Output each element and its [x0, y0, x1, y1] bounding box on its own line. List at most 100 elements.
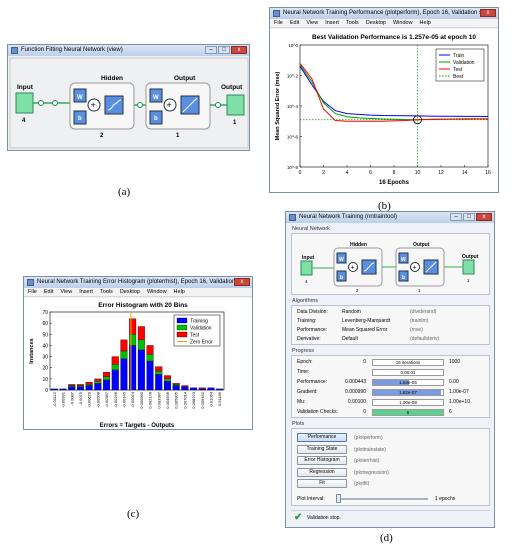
- progress-bar: 1.82e-07: [372, 389, 444, 396]
- x-tick-label: -0.00266: [113, 391, 118, 408]
- output-label: Output: [221, 84, 243, 91]
- plot-fit-button[interactable]: Fit: [297, 479, 347, 488]
- legend-label: Test: [190, 333, 200, 339]
- perf-menu-desktop[interactable]: Desktop: [365, 20, 386, 26]
- x-tick-label: 10: [415, 170, 421, 176]
- minimize-button[interactable]: –: [450, 213, 462, 221]
- progress-label: Validation Checks:: [297, 409, 339, 415]
- plot-regression-button[interactable]: Regression: [297, 467, 347, 477]
- bar-test: [155, 366, 163, 372]
- svg-text:Hidden: Hidden: [350, 242, 367, 248]
- progress-start: 0.00100: [347, 399, 366, 405]
- hist-titlebar: Neural Network Training Error Histogram …: [24, 277, 252, 288]
- bar-validation: [155, 370, 163, 375]
- x-tick-label: -0.00508: [95, 391, 100, 408]
- svg-text:+: +: [167, 100, 172, 110]
- svg-text:Output: Output: [462, 254, 479, 260]
- plot-function: (plotregression): [354, 469, 389, 476]
- output-layer-label: Output: [174, 75, 196, 82]
- y-tick-label: 30: [42, 355, 48, 361]
- progress-current: 1.00e-08: [399, 400, 417, 405]
- series-test-line: [299, 62, 488, 122]
- output-b-block: [149, 110, 163, 125]
- svg-text:b: b: [154, 116, 158, 122]
- perf-menu-help[interactable]: Help: [419, 20, 431, 26]
- plot-interval-slider[interactable]: [336, 498, 428, 500]
- bar-training: [129, 345, 137, 391]
- perf-menu-insert[interactable]: Insert: [325, 20, 339, 26]
- close-button[interactable]: x: [231, 46, 247, 54]
- train-title: Neural Network Training (nntraintool): [299, 214, 398, 220]
- x-tick-label: 0.01185: [217, 391, 222, 406]
- x-tick-label: 0.008223: [191, 391, 196, 408]
- x-tick-label: 0: [299, 170, 302, 176]
- bar-validation: [111, 364, 119, 371]
- hist-menu-desktop[interactable]: Desktop: [119, 289, 140, 295]
- y-tick-label: 10^0: [288, 43, 298, 48]
- chart-title: Best Validation Performance is 1.257e-05…: [312, 34, 476, 41]
- algorithm-function: (defaultderiv): [410, 336, 440, 342]
- hist-menubar: File Edit View Insert Tools Desktop Window Help: [24, 288, 252, 297]
- hist-menu-edit[interactable]: Edit: [43, 289, 54, 295]
- y-tick-label: 10^-6: [287, 135, 299, 140]
- plot-interval-thumb[interactable]: [336, 494, 341, 503]
- hist-menu-file[interactable]: File: [28, 289, 37, 295]
- x-tick-label: 0.009432: [200, 391, 205, 408]
- bar-validation: [103, 376, 111, 381]
- bar-training: [181, 386, 189, 391]
- progress-fill: [373, 390, 441, 395]
- output-sum: [163, 98, 177, 112]
- bar-validation: [94, 380, 102, 384]
- caption-a: (a): [118, 186, 131, 198]
- perf-menu-view[interactable]: View: [306, 20, 319, 26]
- perf-menu-file[interactable]: File: [274, 20, 283, 26]
- bar-validation: [163, 378, 171, 382]
- view-titlebar: Function Fitting Neural Network (view) –…: [8, 45, 249, 56]
- close-button[interactable]: x: [480, 9, 496, 17]
- perf-menu-edit[interactable]: Edit: [289, 20, 300, 26]
- plot-performance-button[interactable]: Performance: [297, 433, 347, 442]
- x-tick-label: -0.00024: [130, 391, 135, 408]
- close-button[interactable]: x: [476, 213, 492, 221]
- x-tick-label: 14: [462, 170, 468, 176]
- matlab-icon: [273, 10, 280, 17]
- bar-test: [68, 384, 76, 386]
- hist-menu-insert[interactable]: Insert: [79, 289, 93, 295]
- minimize-button[interactable]: –: [205, 46, 217, 54]
- progress-bar: 0:00:01: [372, 369, 444, 376]
- progress-bar: 1.54e-05: [372, 379, 444, 386]
- hidden-b-block: [73, 110, 87, 125]
- error-histogram-chart: Error Histogram with 20 Bins 0 10 20 30 40 50 6…: [29, 302, 225, 429]
- view-window: Function Fitting Neural Network (view) –…: [7, 44, 250, 151]
- bar-test: [85, 382, 93, 385]
- close-button[interactable]: x: [234, 278, 250, 286]
- hist-figure: Error Histogram with 20 Bins 0 10 20 30 40 50 6…: [24, 298, 252, 429]
- hist-menu-help[interactable]: Help: [173, 289, 185, 295]
- plot-training-state-button[interactable]: Training State: [297, 444, 347, 454]
- perf-menu-tools[interactable]: Tools: [345, 20, 359, 26]
- progress-label: Epoch:: [297, 359, 313, 365]
- hist-menu-window[interactable]: Window: [146, 289, 167, 295]
- plot-interval-label: Plot Interval:: [297, 496, 325, 502]
- hist-menu-tools[interactable]: Tools: [99, 289, 113, 295]
- progress-bar: 1.00e-08: [372, 399, 444, 406]
- svg-text:+: +: [413, 265, 417, 272]
- bar-training: [163, 380, 171, 391]
- hidden-size: 2: [100, 133, 104, 139]
- plot-function: (plotperform): [354, 435, 383, 441]
- legend-label: Best: [453, 74, 464, 80]
- algorithm-label: Training:: [297, 318, 317, 324]
- hist-menu-view[interactable]: View: [60, 289, 73, 295]
- perf-menu-window[interactable]: Window: [392, 20, 413, 26]
- maximize-button[interactable]: □: [463, 213, 475, 221]
- progress-end: 1000: [449, 359, 461, 365]
- svg-text:W: W: [339, 257, 344, 263]
- maximize-button[interactable]: □: [218, 46, 230, 54]
- x-axis-label: Errors = Targets - Outputs: [100, 423, 175, 429]
- output-size: 1: [233, 120, 237, 126]
- bar-training: [85, 385, 93, 391]
- plot-error-histogram-button[interactable]: Error Histogram: [297, 456, 347, 465]
- algorithm-function: (dividerand): [410, 309, 437, 315]
- progress-panel: Epoch: 0 16 iterations 1000 Time: 0:00:01 Perf…: [291, 355, 490, 418]
- bar-test: [94, 378, 102, 382]
